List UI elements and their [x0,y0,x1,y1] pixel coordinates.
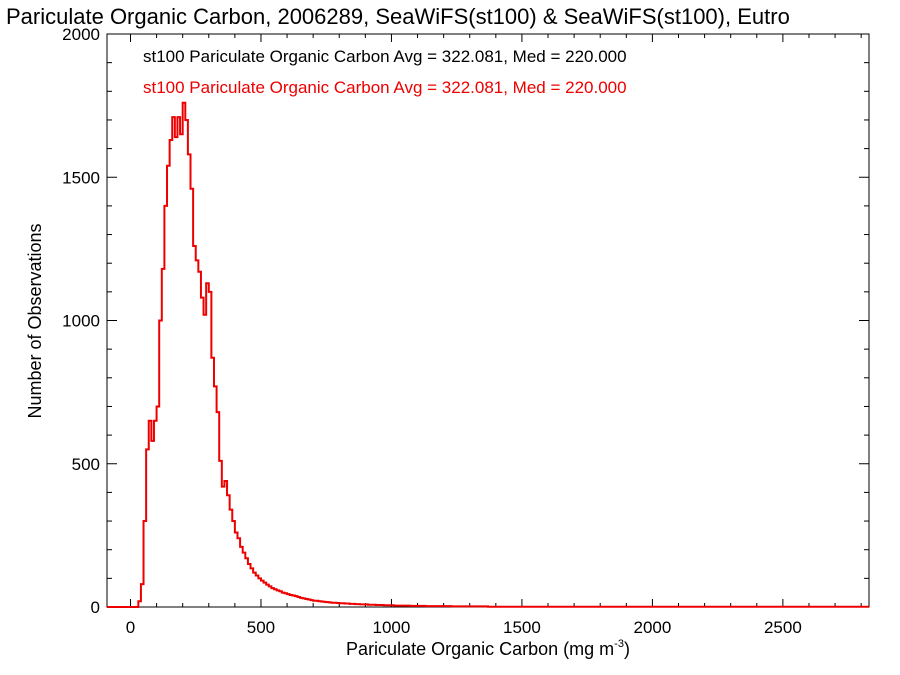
x-axis-label: Pariculate Organic Carbon (mg m-3) [346,638,630,659]
y-tick-label: 2000 [62,25,100,44]
x-axis-ticks: 0 500 1000 1500 2000 2500 [126,34,862,637]
x-tick-label: 2500 [764,618,802,637]
y-axis-label: Number of Observations [25,223,45,418]
histogram-series-layer [107,101,869,608]
y-tick-label: 1000 [62,312,100,331]
x-tick-label: 0 [126,618,135,637]
plot-area-border [106,33,870,608]
x-axis-label-text: Pariculate Organic Carbon (mg m [346,639,614,659]
legend-entry-2: st100 Pariculate Organic Carbon Avg = 32… [143,78,627,97]
y-tick-label: 0 [91,598,100,617]
x-tick-label: 1000 [373,618,411,637]
histogram-series-line [107,101,869,608]
x-axis-label-unit-exponent: -3 [614,638,624,650]
chart-title: Pariculate Organic Carbon, 2006289, SeaW… [6,4,790,29]
y-tick-label: 500 [72,455,100,474]
y-tick-label: 1500 [62,168,100,187]
x-axis-label-close: ) [624,639,630,659]
legend-entry-1: st100 Pariculate Organic Carbon Avg = 32… [143,47,627,66]
x-tick-label: 1500 [503,618,541,637]
y-axis-ticks: 0 500 1000 1500 2000 [62,25,869,617]
x-tick-label: 2000 [633,618,671,637]
plot-frame [106,33,870,608]
x-tick-label: 500 [247,618,275,637]
